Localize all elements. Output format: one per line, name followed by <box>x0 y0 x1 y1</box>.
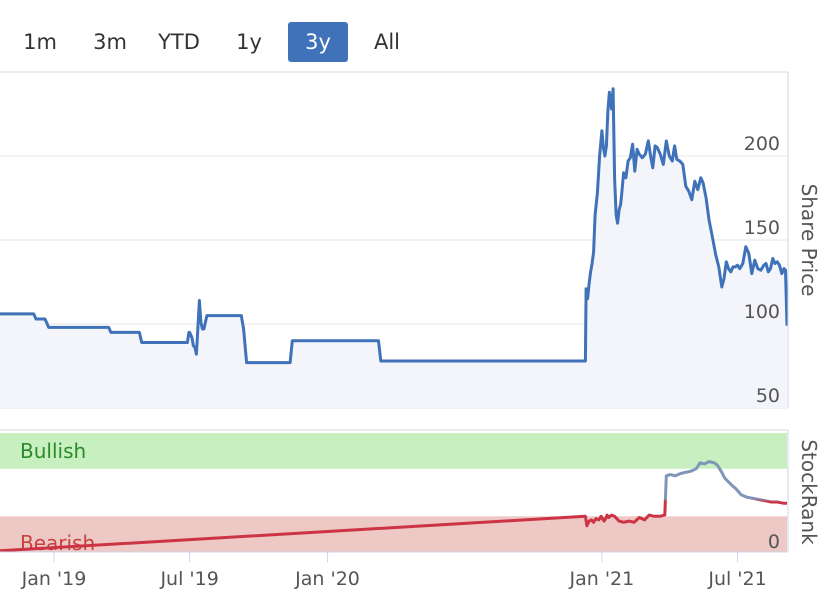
x-tick-label: Jul '21 <box>707 568 766 590</box>
rank-axis-title: StockRank <box>797 439 821 545</box>
rank-y-tick-label: 0 <box>768 531 780 553</box>
price-area-fill <box>0 88 787 409</box>
bullish-band <box>0 433 787 469</box>
bearish-label: Bearish <box>20 531 95 555</box>
price-y-ticks: 50 100 150 200 <box>744 133 780 407</box>
price-y-tick-label: 100 <box>744 301 780 323</box>
x-tick-label: Jul '19 <box>159 568 218 590</box>
x-tick-label: Jan '20 <box>294 568 360 590</box>
bearish-band <box>0 516 787 552</box>
price-y-tick-label: 150 <box>744 217 780 239</box>
range-button-3y[interactable]: 3y <box>288 22 348 62</box>
stockrank-panel: Bullish Bearish 0 StockRank <box>0 429 821 555</box>
x-tick-label: Jan '19 <box>21 568 87 590</box>
price-axis-title: Share Price <box>797 184 821 297</box>
bullish-label: Bullish <box>20 439 86 463</box>
x-tick-label: Jan '21 <box>569 568 635 590</box>
range-button-1m[interactable]: 1m <box>23 30 57 54</box>
price-y-tick-label: 200 <box>744 133 780 155</box>
price-y-tick-label: 50 <box>756 385 780 407</box>
range-button-1y[interactable]: 1y <box>236 30 262 54</box>
range-button-ytd[interactable]: YTD <box>158 30 200 54</box>
price-line <box>0 87 789 365</box>
range-selector: 1m 3m YTD 1y 3y All <box>0 20 440 64</box>
x-axis-ticks: Jan '19 Jul '19 Jan '20 Jan '21 Jul '21 <box>21 552 767 590</box>
price-panel: 50 100 150 200 Share Price <box>0 71 821 409</box>
stockrank-line <box>0 460 787 553</box>
range-button-all[interactable]: All <box>373 30 401 54</box>
range-button-3m[interactable]: 3m <box>93 30 127 54</box>
